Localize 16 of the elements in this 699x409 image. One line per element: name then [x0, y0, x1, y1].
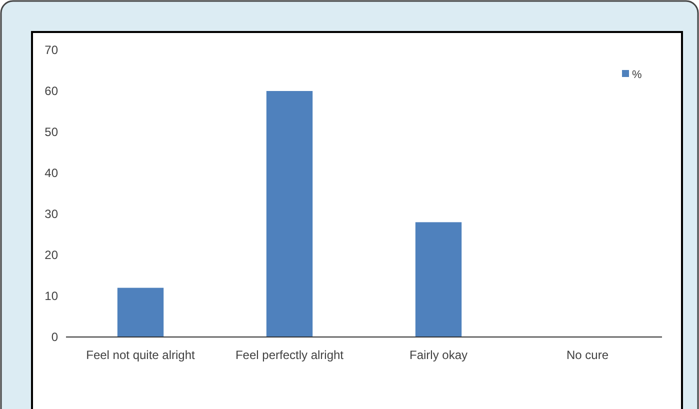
x-tick-label: No cure: [566, 348, 609, 362]
y-tick-label: 40: [44, 166, 58, 180]
x-tick-label: Feel perfectly alright: [235, 348, 344, 362]
x-tick-label: Feel not quite alright: [86, 348, 196, 362]
bar: [266, 91, 313, 337]
y-tick-label: 50: [44, 125, 58, 140]
y-tick-label: 60: [44, 84, 58, 98]
bar: [415, 222, 462, 337]
y-tick-label: 70: [44, 43, 58, 58]
y-tick-label: 0: [51, 330, 58, 344]
y-tick-label: 10: [44, 289, 58, 304]
bar: [117, 288, 164, 337]
y-tick-label: 20: [44, 248, 58, 262]
x-tick-label: Fairly okay: [409, 348, 468, 362]
legend-label: %: [632, 68, 642, 81]
y-tick-label: 30: [44, 207, 58, 222]
